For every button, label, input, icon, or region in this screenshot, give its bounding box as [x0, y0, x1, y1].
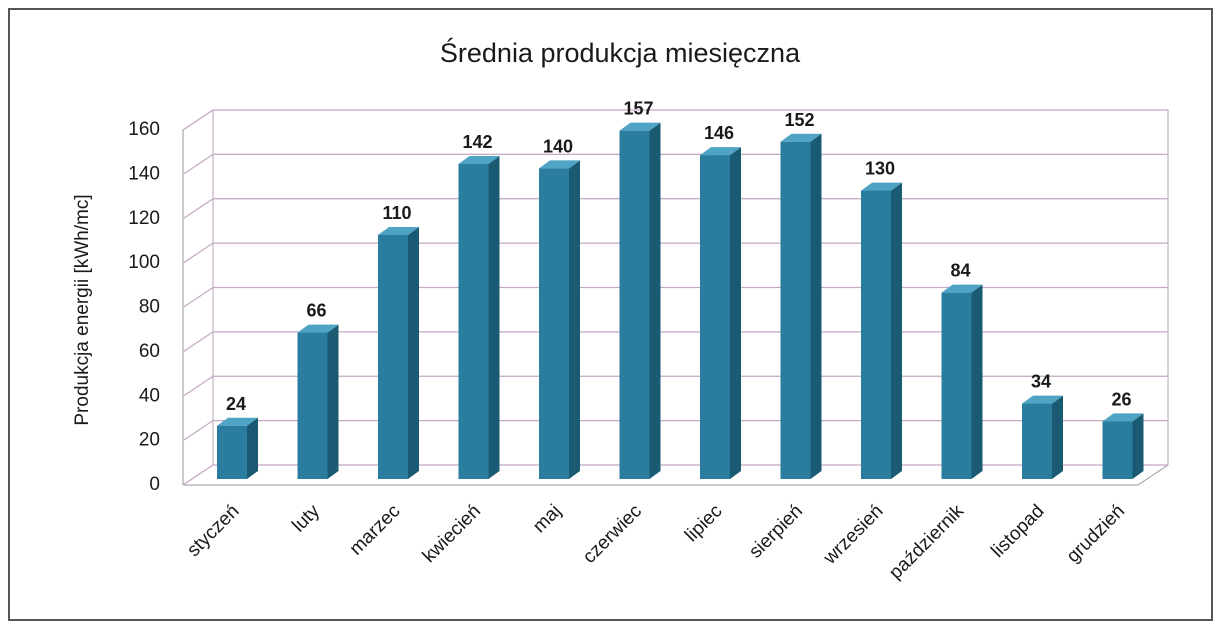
grid-line	[182, 109, 1168, 131]
grid-line	[182, 331, 1168, 353]
bar	[539, 168, 569, 479]
data-label: 26	[1111, 389, 1131, 409]
data-label: 140	[543, 136, 573, 156]
bar-side	[247, 417, 258, 479]
y-tick-label: 20	[139, 430, 160, 451]
data-label: 152	[784, 110, 814, 130]
bar-side	[891, 182, 902, 479]
bar	[780, 141, 811, 479]
bar	[619, 130, 650, 479]
data-label: 130	[865, 159, 895, 179]
bar-side	[1052, 395, 1063, 479]
bar	[861, 190, 891, 479]
bar	[941, 292, 972, 479]
grid-line	[182, 286, 1168, 308]
bar	[217, 425, 247, 479]
y-tick-label: 0	[149, 474, 160, 495]
chart-frame	[8, 8, 1213, 621]
data-label: 84	[950, 261, 970, 281]
grid-line	[182, 153, 1168, 175]
bar-top	[458, 155, 500, 164]
y-tick-label: 140	[128, 163, 160, 184]
bar-top	[780, 133, 822, 142]
grid-line	[182, 420, 1168, 442]
bar	[378, 234, 408, 479]
data-label: 110	[382, 203, 411, 223]
floor	[183, 464, 1169, 486]
bar	[297, 332, 328, 479]
bar-side	[810, 133, 822, 479]
bar-side	[649, 122, 661, 479]
bar-top	[217, 417, 258, 426]
bar-top	[297, 324, 339, 333]
y-axis-label: Produkcja energii [kWh/mc]	[72, 194, 93, 425]
bar-side	[488, 155, 500, 479]
bar-side	[327, 324, 339, 479]
data-label: 24	[226, 394, 246, 414]
data-label: 142	[462, 132, 492, 152]
bar-side	[971, 284, 983, 479]
chart-title: Średnia produkcja miesięczna	[440, 36, 801, 68]
bar-top	[619, 122, 661, 131]
bar	[1102, 421, 1133, 479]
grid-line	[182, 242, 1168, 264]
bar	[458, 163, 489, 479]
bar-side	[569, 160, 580, 479]
bar-top	[1022, 395, 1063, 404]
bar-top	[1102, 413, 1144, 422]
bar-top	[378, 226, 419, 235]
y-tick-label: 100	[128, 252, 160, 273]
y-tick-label: 60	[139, 341, 160, 362]
bar-top	[700, 147, 741, 156]
y-tick-label: 120	[128, 208, 160, 229]
y-tick-label: 80	[139, 297, 160, 318]
y-tick-label: 40	[139, 385, 160, 406]
bar-side	[730, 147, 741, 479]
data-label: 66	[306, 301, 326, 321]
bar-top	[941, 284, 983, 293]
bar-side	[1132, 413, 1144, 479]
grid-line	[182, 375, 1168, 397]
bar	[1022, 403, 1052, 479]
data-label: 34	[1031, 372, 1051, 392]
bar-top	[861, 182, 902, 191]
bar	[700, 155, 730, 479]
data-label: 157	[623, 99, 653, 119]
bar-side	[408, 226, 419, 479]
data-label: 146	[704, 123, 734, 143]
grid-line	[182, 198, 1168, 220]
bar-top	[539, 160, 580, 169]
grid-line	[182, 464, 1168, 486]
y-tick-label: 160	[128, 119, 160, 140]
